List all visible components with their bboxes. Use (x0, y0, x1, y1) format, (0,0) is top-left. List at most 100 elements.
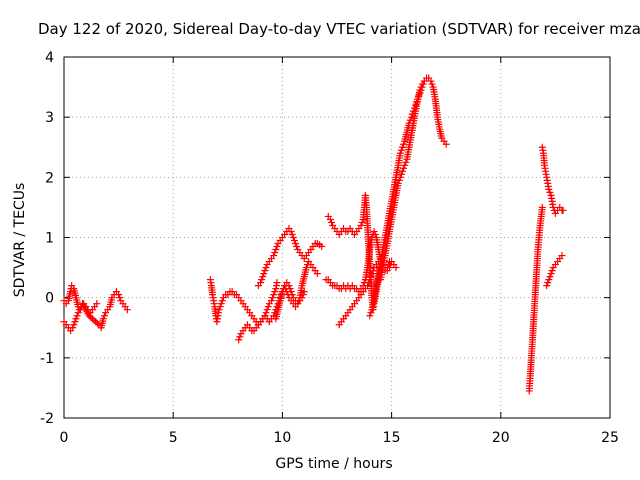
data-point (396, 173, 404, 181)
data-point (264, 303, 272, 311)
x-tick-label: 20 (492, 430, 510, 446)
data-point (548, 267, 556, 275)
data-point (273, 243, 281, 251)
data-point (263, 306, 271, 314)
data-point (549, 203, 557, 211)
data-point (427, 77, 435, 85)
data-point (289, 234, 297, 241)
data-point (392, 264, 400, 272)
data-point (558, 252, 566, 260)
data-point (267, 297, 275, 305)
y-tick-label: 1 (45, 231, 54, 247)
data-point (402, 158, 410, 166)
data-point (271, 288, 279, 296)
data-point (261, 267, 269, 275)
data-point (218, 297, 226, 305)
data-point (290, 237, 298, 245)
data-point (547, 270, 555, 278)
data-point (318, 243, 326, 251)
data-point (401, 161, 409, 169)
data-point (257, 279, 265, 287)
data-point (396, 149, 404, 157)
data-point (417, 83, 425, 91)
data-point (394, 179, 402, 187)
data-point (295, 297, 303, 305)
data-point (302, 264, 310, 272)
data-point (371, 230, 379, 238)
data-point (406, 116, 414, 124)
data-point (283, 288, 291, 296)
data-point (72, 315, 80, 323)
data-point (270, 291, 278, 299)
axis-ticks: 0 5 10 15 20 25 -2 -1 0 1 2 3 4 (40, 50, 619, 446)
data-point (100, 312, 108, 320)
data-point (123, 306, 131, 314)
data-point (92, 318, 100, 326)
data-point (546, 188, 554, 196)
data-point (90, 316, 98, 324)
data-point (116, 294, 124, 302)
data-point (357, 221, 365, 229)
x-tick-label: 5 (169, 430, 178, 446)
data-point (217, 300, 225, 308)
data-point (399, 143, 407, 151)
data-point (399, 167, 407, 175)
chart-title: Day 122 of 2020, Sidereal Day-to-day VTE… (38, 20, 640, 38)
data-point (287, 227, 295, 235)
data-point (258, 276, 266, 284)
data-point (328, 218, 336, 226)
data-point (70, 321, 78, 329)
data-point (300, 288, 308, 296)
data-point (216, 303, 224, 311)
data-point (74, 309, 82, 317)
data-points (60, 74, 567, 395)
y-tick-label: -1 (40, 351, 54, 367)
data-point (366, 312, 374, 320)
data-point (358, 218, 366, 226)
data-point (272, 246, 280, 254)
grid (64, 57, 610, 418)
y-tick-label: 3 (45, 110, 54, 126)
x-tick-label: 25 (601, 430, 619, 446)
data-point (292, 240, 300, 248)
data-point (559, 206, 567, 214)
data-point (543, 282, 551, 290)
data-point (395, 176, 403, 184)
data-point (365, 279, 373, 287)
data-point (364, 282, 372, 290)
x-axis-label: GPS time / hours (275, 456, 393, 472)
data-point (85, 312, 93, 320)
data-point (397, 146, 405, 154)
data-point (400, 164, 408, 172)
data-point (99, 315, 107, 323)
x-tick-label: 15 (383, 430, 401, 446)
data-point (546, 273, 554, 281)
data-point (284, 291, 292, 299)
data-point (442, 140, 450, 148)
data-point (88, 315, 96, 323)
data-point (420, 77, 428, 85)
data-point (235, 336, 243, 344)
data-point (271, 249, 279, 257)
data-point (367, 273, 375, 281)
data-point (397, 170, 405, 178)
data-point (262, 309, 270, 317)
data-point (313, 270, 321, 278)
y-tick-label: 4 (45, 50, 54, 66)
data-point (366, 276, 374, 284)
data-point (370, 227, 378, 235)
data-point (73, 312, 81, 320)
y-tick-label: 0 (45, 291, 54, 307)
data-point (416, 86, 424, 94)
data-point (288, 230, 296, 238)
y-tick-label: -2 (40, 411, 54, 427)
data-point (368, 270, 376, 278)
data-point (326, 215, 334, 223)
data-point (269, 294, 277, 302)
data-point (93, 300, 101, 308)
data-point (407, 113, 415, 121)
data-point (215, 306, 223, 314)
data-point (545, 185, 553, 193)
data-point (545, 276, 553, 284)
